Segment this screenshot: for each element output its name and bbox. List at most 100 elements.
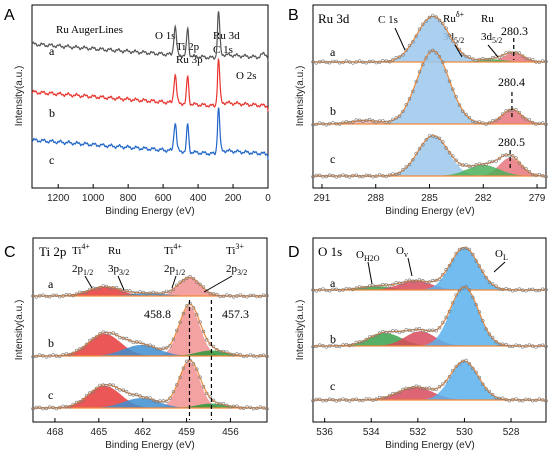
data-point bbox=[44, 355, 49, 359]
data-point bbox=[397, 55, 402, 59]
data-point bbox=[417, 27, 422, 31]
data-point bbox=[134, 392, 139, 397]
data-point bbox=[437, 54, 442, 59]
data-point bbox=[417, 278, 422, 282]
data-point bbox=[108, 331, 112, 336]
data-point bbox=[324, 123, 328, 127]
data-point bbox=[88, 391, 92, 395]
data-point bbox=[171, 390, 176, 394]
data-point bbox=[511, 108, 515, 112]
data-point bbox=[530, 344, 535, 348]
data-point bbox=[414, 79, 418, 84]
annot-ol: OL bbox=[495, 248, 508, 262]
data-point bbox=[487, 280, 492, 284]
data-point bbox=[351, 61, 355, 65]
data-point bbox=[501, 53, 505, 58]
data-point bbox=[344, 174, 348, 178]
data-point bbox=[447, 263, 452, 268]
data-point bbox=[381, 59, 385, 63]
data-point bbox=[511, 397, 515, 402]
data-point bbox=[447, 79, 452, 83]
data-point bbox=[431, 13, 435, 18]
panel-letter-c: C bbox=[4, 244, 16, 261]
data-point bbox=[34, 405, 38, 410]
data-point bbox=[161, 291, 166, 295]
panel-c-label: Ti 2p bbox=[39, 244, 66, 259]
data-point bbox=[424, 386, 428, 390]
data-point bbox=[31, 294, 35, 298]
data-point bbox=[457, 247, 462, 252]
panel-c-x-ticks: 468 465 462 459 456 bbox=[47, 418, 239, 438]
data-point bbox=[404, 279, 408, 283]
data-point bbox=[74, 292, 79, 296]
data-point bbox=[265, 294, 269, 298]
data-point bbox=[191, 362, 196, 366]
data-point bbox=[351, 173, 355, 178]
data-point bbox=[497, 156, 502, 161]
data-point bbox=[81, 346, 85, 350]
data-point bbox=[437, 326, 442, 330]
data-point bbox=[514, 156, 518, 160]
data-point bbox=[331, 59, 335, 64]
series-label-b: b bbox=[330, 332, 336, 346]
annot-c1s-b: C 1s bbox=[378, 14, 398, 26]
data-point bbox=[258, 354, 262, 358]
data-point bbox=[464, 285, 468, 289]
data-point bbox=[371, 59, 375, 63]
x-tick-label: 459 bbox=[178, 427, 195, 438]
data-point bbox=[540, 287, 545, 291]
data-point bbox=[514, 108, 518, 112]
data-point bbox=[507, 399, 512, 403]
data-point bbox=[31, 355, 35, 359]
data-point bbox=[404, 48, 408, 52]
data-point bbox=[161, 399, 166, 403]
data-point bbox=[394, 172, 398, 177]
data-point bbox=[155, 291, 159, 295]
data-point bbox=[51, 293, 55, 297]
data-point bbox=[377, 284, 382, 288]
data-point bbox=[347, 60, 352, 64]
panel-a-auger-label: Ru AugerLines bbox=[56, 24, 123, 36]
data-point bbox=[527, 169, 532, 174]
data-point bbox=[238, 293, 243, 297]
fitted-component bbox=[313, 331, 546, 346]
data-point bbox=[138, 290, 142, 294]
data-point bbox=[165, 346, 169, 350]
x-tick-label: 534 bbox=[363, 427, 380, 438]
data-point bbox=[441, 21, 445, 26]
data-point bbox=[391, 172, 395, 176]
data-point bbox=[374, 284, 378, 289]
data-point bbox=[411, 89, 415, 94]
data-point bbox=[367, 284, 372, 288]
data-point bbox=[530, 120, 535, 125]
series-label-b: b bbox=[48, 336, 54, 350]
data-point bbox=[514, 343, 518, 347]
data-point bbox=[540, 59, 545, 63]
data-point bbox=[404, 165, 408, 169]
data-point bbox=[101, 284, 105, 288]
panel-c-ylabel: Intensity(a.u.) bbox=[14, 300, 25, 361]
data-point bbox=[481, 319, 485, 323]
data-point bbox=[311, 288, 315, 292]
data-point bbox=[377, 173, 382, 177]
data-point bbox=[511, 154, 515, 158]
data-point bbox=[454, 251, 458, 256]
data-point bbox=[208, 395, 212, 399]
data-point bbox=[327, 344, 332, 348]
data-point bbox=[37, 294, 42, 298]
data-point bbox=[318, 173, 322, 178]
data-point bbox=[447, 33, 452, 37]
data-point bbox=[394, 55, 398, 60]
data-point bbox=[524, 167, 528, 171]
data-point bbox=[181, 311, 186, 316]
data-point bbox=[451, 258, 455, 262]
data-point bbox=[74, 400, 79, 405]
data-point bbox=[484, 122, 488, 126]
data-point bbox=[131, 393, 136, 397]
data-point bbox=[511, 344, 515, 349]
data-point bbox=[497, 396, 502, 401]
data-point bbox=[491, 335, 495, 340]
data-point bbox=[188, 274, 192, 279]
data-point bbox=[517, 287, 522, 291]
data-point bbox=[71, 293, 75, 298]
